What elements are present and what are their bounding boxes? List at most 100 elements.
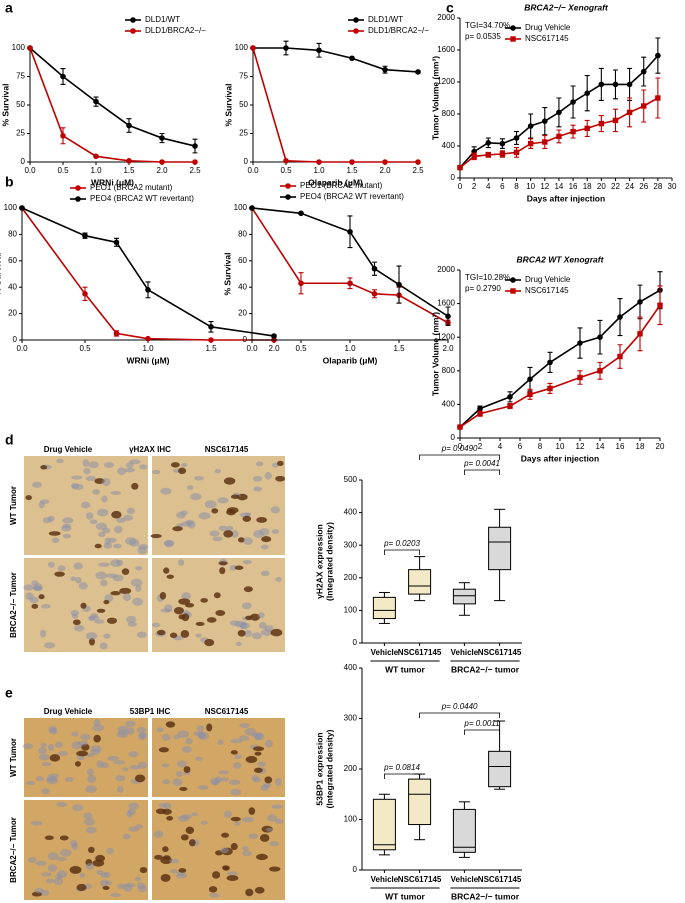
y-tick-label: 1600 (437, 299, 455, 308)
marker (298, 210, 304, 217)
x-axis-label: Olaparib (μM) (323, 355, 378, 365)
ihc-row-label: WT Tumor (9, 486, 18, 525)
y-tick-label: 50 (239, 100, 248, 109)
nucleus (47, 864, 58, 872)
nucleus (96, 760, 105, 768)
nucleus (94, 543, 102, 549)
marker (597, 368, 603, 374)
marker (510, 36, 516, 42)
nucleus (209, 777, 220, 786)
y-tick-label: 1200 (437, 77, 455, 86)
nucleus (40, 742, 47, 748)
nucleus (196, 725, 205, 732)
nucleus (43, 642, 56, 649)
nucleus (117, 883, 126, 889)
nucleus (105, 880, 112, 886)
x-tick-label: 1.5 (123, 166, 135, 175)
marker (485, 152, 491, 158)
marker (612, 81, 619, 88)
marker (542, 118, 548, 124)
x-tick-label: 30 (668, 182, 677, 191)
chart-title: BRCA2 WT Xenograft (517, 254, 605, 264)
box (372, 798, 396, 851)
nucleus (158, 747, 169, 753)
y-tick-label: 400 (344, 508, 358, 517)
nucleus (222, 865, 230, 871)
x-tick-label: Vehicle (371, 648, 399, 657)
nucleus (217, 497, 229, 504)
marker (445, 313, 451, 320)
group-label: BRCA2−/− tumor (451, 891, 520, 901)
y-tick-label: 2000 (437, 265, 455, 274)
nucleus (166, 815, 174, 821)
marker (626, 81, 633, 88)
nucleus (122, 593, 131, 602)
nucleus (218, 561, 228, 566)
nucleus (271, 529, 280, 535)
nucleus (40, 465, 48, 470)
nucleus (49, 727, 58, 735)
nucleus (172, 778, 183, 786)
nucleus (220, 847, 229, 854)
x-tick-label: 26 (639, 182, 648, 191)
marker (113, 330, 120, 337)
y-tick-label: 0 (451, 173, 456, 182)
nucleus (108, 537, 117, 543)
marker (556, 133, 562, 140)
nucleus (185, 826, 195, 835)
nucleus (99, 642, 108, 650)
marker (641, 103, 647, 109)
nucleus (85, 785, 98, 793)
nucleus (125, 720, 136, 728)
y-tick-label: 60 (8, 256, 17, 265)
nucleus (215, 610, 226, 617)
marker (584, 90, 590, 96)
nucleus (179, 786, 188, 791)
nucleus (181, 613, 190, 622)
nucleus (29, 596, 39, 604)
marker (477, 405, 483, 412)
marker (93, 153, 99, 160)
x-tick-label: 10 (556, 442, 565, 451)
legend-label: DLD1/BRCA2−/− (368, 26, 429, 35)
nucleus (85, 632, 98, 640)
nucleus (126, 507, 135, 515)
nucleus (176, 511, 186, 519)
nucleus (200, 820, 209, 825)
x-tick-label: 0 (458, 442, 463, 451)
marker (527, 376, 533, 383)
nucleus (22, 743, 34, 750)
nucleus (198, 732, 209, 741)
nucleus (214, 468, 222, 474)
x-tick-label: 1.5 (346, 166, 358, 175)
y-tick-label: 300 (344, 714, 358, 723)
series-line (21, 207, 274, 341)
nucleus (136, 726, 147, 734)
y-tick-label: 0 (21, 157, 26, 166)
y-tick-label: 80 (8, 230, 17, 239)
nucleus (95, 522, 108, 531)
group-label: WT tumor (385, 664, 425, 674)
nucleus (62, 517, 74, 524)
nucleus (274, 818, 284, 824)
nucleus (265, 827, 274, 832)
nucleus (260, 784, 269, 791)
nucleus (135, 566, 143, 571)
nucleus (230, 494, 240, 499)
nucleus (230, 816, 241, 822)
x-axis-label: Days after injection (527, 193, 605, 203)
nucleus (40, 629, 47, 638)
chart-title: BRCA2−/− Xenograft (524, 2, 609, 12)
nucleus (129, 459, 141, 465)
y-tick-label: 500 (344, 475, 358, 484)
nucleus (102, 885, 110, 890)
marker (349, 55, 355, 62)
marker (285, 194, 291, 200)
marker (353, 28, 359, 34)
nucleus (38, 594, 45, 600)
marker (577, 374, 583, 381)
y-tick-label: 20 (8, 309, 17, 318)
y-tick-label: 100 (344, 606, 358, 615)
nucleus (116, 732, 129, 738)
x-tick-label: NSC617145 (398, 875, 442, 884)
